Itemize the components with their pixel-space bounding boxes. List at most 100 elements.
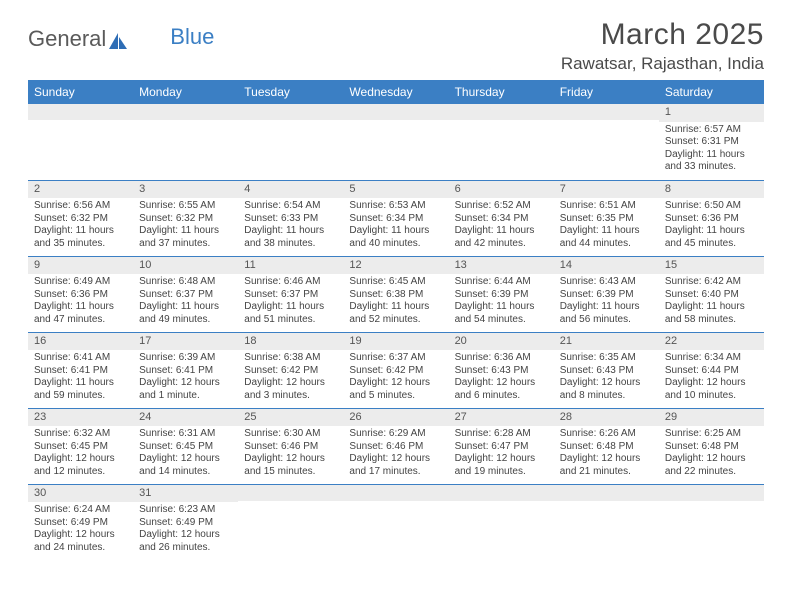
day-details: Sunrise: 6:50 AMSunset: 6:36 PMDaylight:…: [659, 198, 764, 254]
sunset-line: Sunset: 6:47 PM: [455, 441, 548, 454]
sunset-line: Sunset: 6:46 PM: [349, 441, 442, 454]
calendar-week-row: 30Sunrise: 6:24 AMSunset: 6:49 PM Dayligh…: [28, 484, 764, 560]
daylight-line: Daylight: 12 hours and 15 minutes.: [244, 453, 337, 478]
day-details: Sunrise: 6:23 AMSunset: 6:49 PMDaylight:…: [133, 502, 238, 558]
day-number: [133, 104, 238, 120]
sunset-line: Sunset: 6:34 PM: [349, 213, 442, 226]
day-details: Sunrise: 6:31 AMSunset: 6:45 PMDaylight:…: [133, 426, 238, 482]
day-details: Sunrise: 6:46 AMSunset: 6:37 PMDaylight:…: [238, 274, 343, 330]
day-number: 11: [238, 257, 343, 275]
calendar-day-cell: 23Sunrise: 6:32 AMSunset: 6:45 PMDayligh…: [28, 408, 133, 484]
day-number: [449, 104, 554, 120]
day-number: 1: [659, 104, 764, 122]
daylight-line: Daylight: 11 hours and 45 minutes.: [665, 225, 758, 250]
sunset-line: Sunset: 6:36 PM: [34, 289, 127, 302]
daylight-line: Daylight: 11 hours and 59 minutes.: [34, 377, 127, 402]
sunrise-line: Sunrise: 6:23 AM: [139, 504, 232, 517]
daylight-line: Daylight: 11 hours and 52 minutes.: [349, 301, 442, 326]
day-details: Sunrise: 6:44 AMSunset: 6:39 PMDaylight:…: [449, 274, 554, 330]
sunrise-line: Sunrise: 6:28 AM: [455, 428, 548, 441]
daylight-line: Daylight: 12 hours and 22 minutes.: [665, 453, 758, 478]
day-number: 13: [449, 257, 554, 275]
day-number: 18: [238, 333, 343, 351]
day-number: 28: [554, 409, 659, 427]
calendar-day-cell: [133, 104, 238, 180]
sunrise-line: Sunrise: 6:55 AM: [139, 200, 232, 213]
daylight-line: Daylight: 12 hours and 8 minutes.: [560, 377, 653, 402]
day-number: 19: [343, 333, 448, 351]
daylight-line: Daylight: 12 hours and 14 minutes.: [139, 453, 232, 478]
day-number: [554, 485, 659, 501]
calendar-day-cell: 30Sunrise: 6:24 AMSunset: 6:49 PMDayligh…: [28, 484, 133, 560]
calendar-day-cell: [343, 484, 448, 560]
sunset-line: Sunset: 6:33 PM: [244, 213, 337, 226]
calendar-day-cell: 26Sunrise: 6:29 AMSunset: 6:46 PMDayligh…: [343, 408, 448, 484]
day-number: 27: [449, 409, 554, 427]
day-number: [238, 485, 343, 501]
day-number: 21: [554, 333, 659, 351]
day-details: Sunrise: 6:37 AMSunset: 6:42 PMDaylight:…: [343, 350, 448, 406]
day-number: 8: [659, 181, 764, 199]
day-details: Sunrise: 6:57 AMSunset: 6:31 PMDaylight:…: [659, 122, 764, 178]
sunset-line: Sunset: 6:44 PM: [665, 365, 758, 378]
sunrise-line: Sunrise: 6:24 AM: [34, 504, 127, 517]
day-number: 25: [238, 409, 343, 427]
sunset-line: Sunset: 6:31 PM: [665, 136, 758, 149]
day-number: 20: [449, 333, 554, 351]
sunset-line: Sunset: 6:42 PM: [244, 365, 337, 378]
calendar-day-cell: 11Sunrise: 6:46 AMSunset: 6:37 PMDayligh…: [238, 256, 343, 332]
sunrise-line: Sunrise: 6:52 AM: [455, 200, 548, 213]
logo-text-blue: Blue: [170, 24, 214, 50]
daylight-line: Daylight: 12 hours and 12 minutes.: [34, 453, 127, 478]
calendar-day-cell: 24Sunrise: 6:31 AMSunset: 6:45 PMDayligh…: [133, 408, 238, 484]
day-details: Sunrise: 6:39 AMSunset: 6:41 PMDaylight:…: [133, 350, 238, 406]
day-number: 7: [554, 181, 659, 199]
calendar-day-cell: [554, 104, 659, 180]
sunset-line: Sunset: 6:41 PM: [139, 365, 232, 378]
sunrise-line: Sunrise: 6:50 AM: [665, 200, 758, 213]
sunrise-line: Sunrise: 6:37 AM: [349, 352, 442, 365]
calendar-day-cell: 1Sunrise: 6:57 AMSunset: 6:31 PMDaylight…: [659, 104, 764, 180]
calendar-day-cell: 25Sunrise: 6:30 AMSunset: 6:46 PMDayligh…: [238, 408, 343, 484]
col-wednesday: Wednesday: [343, 80, 448, 104]
calendar-day-cell: 2Sunrise: 6:56 AMSunset: 6:32 PMDaylight…: [28, 180, 133, 256]
sunrise-line: Sunrise: 6:42 AM: [665, 276, 758, 289]
calendar-table: Sunday Monday Tuesday Wednesday Thursday…: [28, 80, 764, 560]
calendar-week-row: 2Sunrise: 6:56 AMSunset: 6:32 PMDaylight…: [28, 180, 764, 256]
day-number: 10: [133, 257, 238, 275]
daylight-line: Daylight: 11 hours and 40 minutes.: [349, 225, 442, 250]
day-number: 12: [343, 257, 448, 275]
daylight-line: Daylight: 12 hours and 26 minutes.: [139, 529, 232, 554]
day-number: 24: [133, 409, 238, 427]
sunrise-line: Sunrise: 6:36 AM: [455, 352, 548, 365]
sunrise-line: Sunrise: 6:54 AM: [244, 200, 337, 213]
daylight-line: Daylight: 12 hours and 1 minute.: [139, 377, 232, 402]
sunrise-line: Sunrise: 6:31 AM: [139, 428, 232, 441]
day-details: Sunrise: 6:35 AMSunset: 6:43 PMDaylight:…: [554, 350, 659, 406]
day-number: [449, 485, 554, 501]
daylight-line: Daylight: 11 hours and 44 minutes.: [560, 225, 653, 250]
day-number: [28, 104, 133, 120]
calendar-day-cell: 22Sunrise: 6:34 AMSunset: 6:44 PMDayligh…: [659, 332, 764, 408]
sunset-line: Sunset: 6:36 PM: [665, 213, 758, 226]
sunrise-line: Sunrise: 6:30 AM: [244, 428, 337, 441]
col-monday: Monday: [133, 80, 238, 104]
day-number: 30: [28, 485, 133, 503]
daylight-line: Daylight: 11 hours and 47 minutes.: [34, 301, 127, 326]
col-thursday: Thursday: [449, 80, 554, 104]
calendar-day-cell: 29Sunrise: 6:25 AMSunset: 6:48 PMDayligh…: [659, 408, 764, 484]
day-details: Sunrise: 6:42 AMSunset: 6:40 PMDaylight:…: [659, 274, 764, 330]
day-number: [238, 104, 343, 120]
sunrise-line: Sunrise: 6:43 AM: [560, 276, 653, 289]
day-number: 17: [133, 333, 238, 351]
daylight-line: Daylight: 12 hours and 6 minutes.: [455, 377, 548, 402]
day-details: Sunrise: 6:43 AMSunset: 6:39 PMDaylight:…: [554, 274, 659, 330]
sunset-line: Sunset: 6:39 PM: [455, 289, 548, 302]
sunset-line: Sunset: 6:45 PM: [139, 441, 232, 454]
daylight-line: Daylight: 12 hours and 21 minutes.: [560, 453, 653, 478]
daylight-line: Daylight: 11 hours and 58 minutes.: [665, 301, 758, 326]
sunset-line: Sunset: 6:49 PM: [34, 517, 127, 530]
daylight-line: Daylight: 12 hours and 3 minutes.: [244, 377, 337, 402]
calendar-day-cell: [238, 104, 343, 180]
sunrise-line: Sunrise: 6:38 AM: [244, 352, 337, 365]
